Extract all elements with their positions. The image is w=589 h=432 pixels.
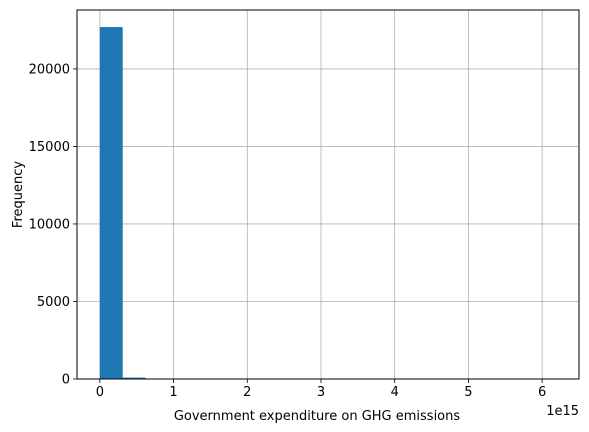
x-tick-label: 2 — [243, 385, 251, 400]
histogram-bar — [122, 377, 146, 379]
x-tick-label: 4 — [391, 385, 399, 400]
histogram-bar — [99, 27, 123, 379]
y-tick-label: 20000 — [29, 62, 70, 77]
grid-lines — [77, 10, 579, 380]
x-axis-offset-label: 1e15 — [546, 404, 579, 419]
plot-area — [77, 10, 579, 379]
y-tick-label: 15000 — [29, 140, 70, 155]
y-tick-label: 0 — [62, 373, 70, 388]
x-axis-label: Government expenditure on GHG emissions — [174, 409, 461, 424]
y-tick-label: 5000 — [37, 295, 70, 310]
x-tick-label: 5 — [464, 385, 472, 400]
x-tick-label: 6 — [538, 385, 546, 400]
y-axis-ticks: 0 5000 10000 15000 20000 — [29, 62, 77, 388]
x-tick-label: 1 — [169, 385, 177, 400]
x-tick-label: 3 — [317, 385, 325, 400]
y-axis-label: Frequency — [11, 161, 26, 228]
y-tick-label: 10000 — [29, 217, 70, 232]
plot-frame — [76, 9, 580, 380]
x-axis-ticks: 0 1 2 3 4 5 6 — [96, 379, 546, 400]
x-tick-label: 0 — [96, 385, 104, 400]
